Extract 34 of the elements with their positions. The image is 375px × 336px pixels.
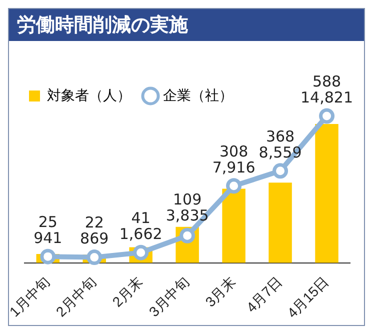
point xyxy=(86,250,102,266)
data-label: 869 xyxy=(80,230,109,248)
data-label: 7,916 xyxy=(212,158,256,176)
point xyxy=(272,163,288,179)
data-label: 8,559 xyxy=(258,143,302,162)
point xyxy=(226,178,242,194)
chart-title: 労働時間削減の実施 xyxy=(9,9,364,41)
data-label: 14,821 xyxy=(300,88,354,106)
data-label: 308 xyxy=(219,142,248,160)
point xyxy=(319,108,335,124)
x-tick-label: 1月中旬 xyxy=(6,273,53,320)
data-label: 588 xyxy=(312,72,342,90)
data-label: 41 xyxy=(131,208,150,227)
legend-label: 対象者（人） xyxy=(47,86,131,103)
data-label: 109 xyxy=(173,190,202,208)
data-label: 368 xyxy=(266,127,295,146)
bar xyxy=(315,124,338,263)
point xyxy=(133,244,149,260)
data-label: 22 xyxy=(84,214,104,232)
data-label: 25 xyxy=(38,212,58,231)
x-tick-label: 4月15日 xyxy=(284,273,332,321)
x-tick-label: 4月7日 xyxy=(243,273,286,316)
bar xyxy=(268,182,292,263)
point xyxy=(40,248,56,264)
x-tick-label: 3月末 xyxy=(202,273,239,310)
x-tick-label: 2月中旬 xyxy=(52,273,100,320)
data-label: 3,835 xyxy=(166,206,209,224)
data-label: 1,662 xyxy=(119,224,162,243)
x-tick-label: 3月中旬 xyxy=(146,273,192,320)
point xyxy=(180,228,196,244)
x-tick-label: 2月末 xyxy=(109,273,146,310)
data-label: 941 xyxy=(34,228,62,247)
legend-label: 企業（社） xyxy=(163,86,233,103)
bar xyxy=(222,188,246,263)
